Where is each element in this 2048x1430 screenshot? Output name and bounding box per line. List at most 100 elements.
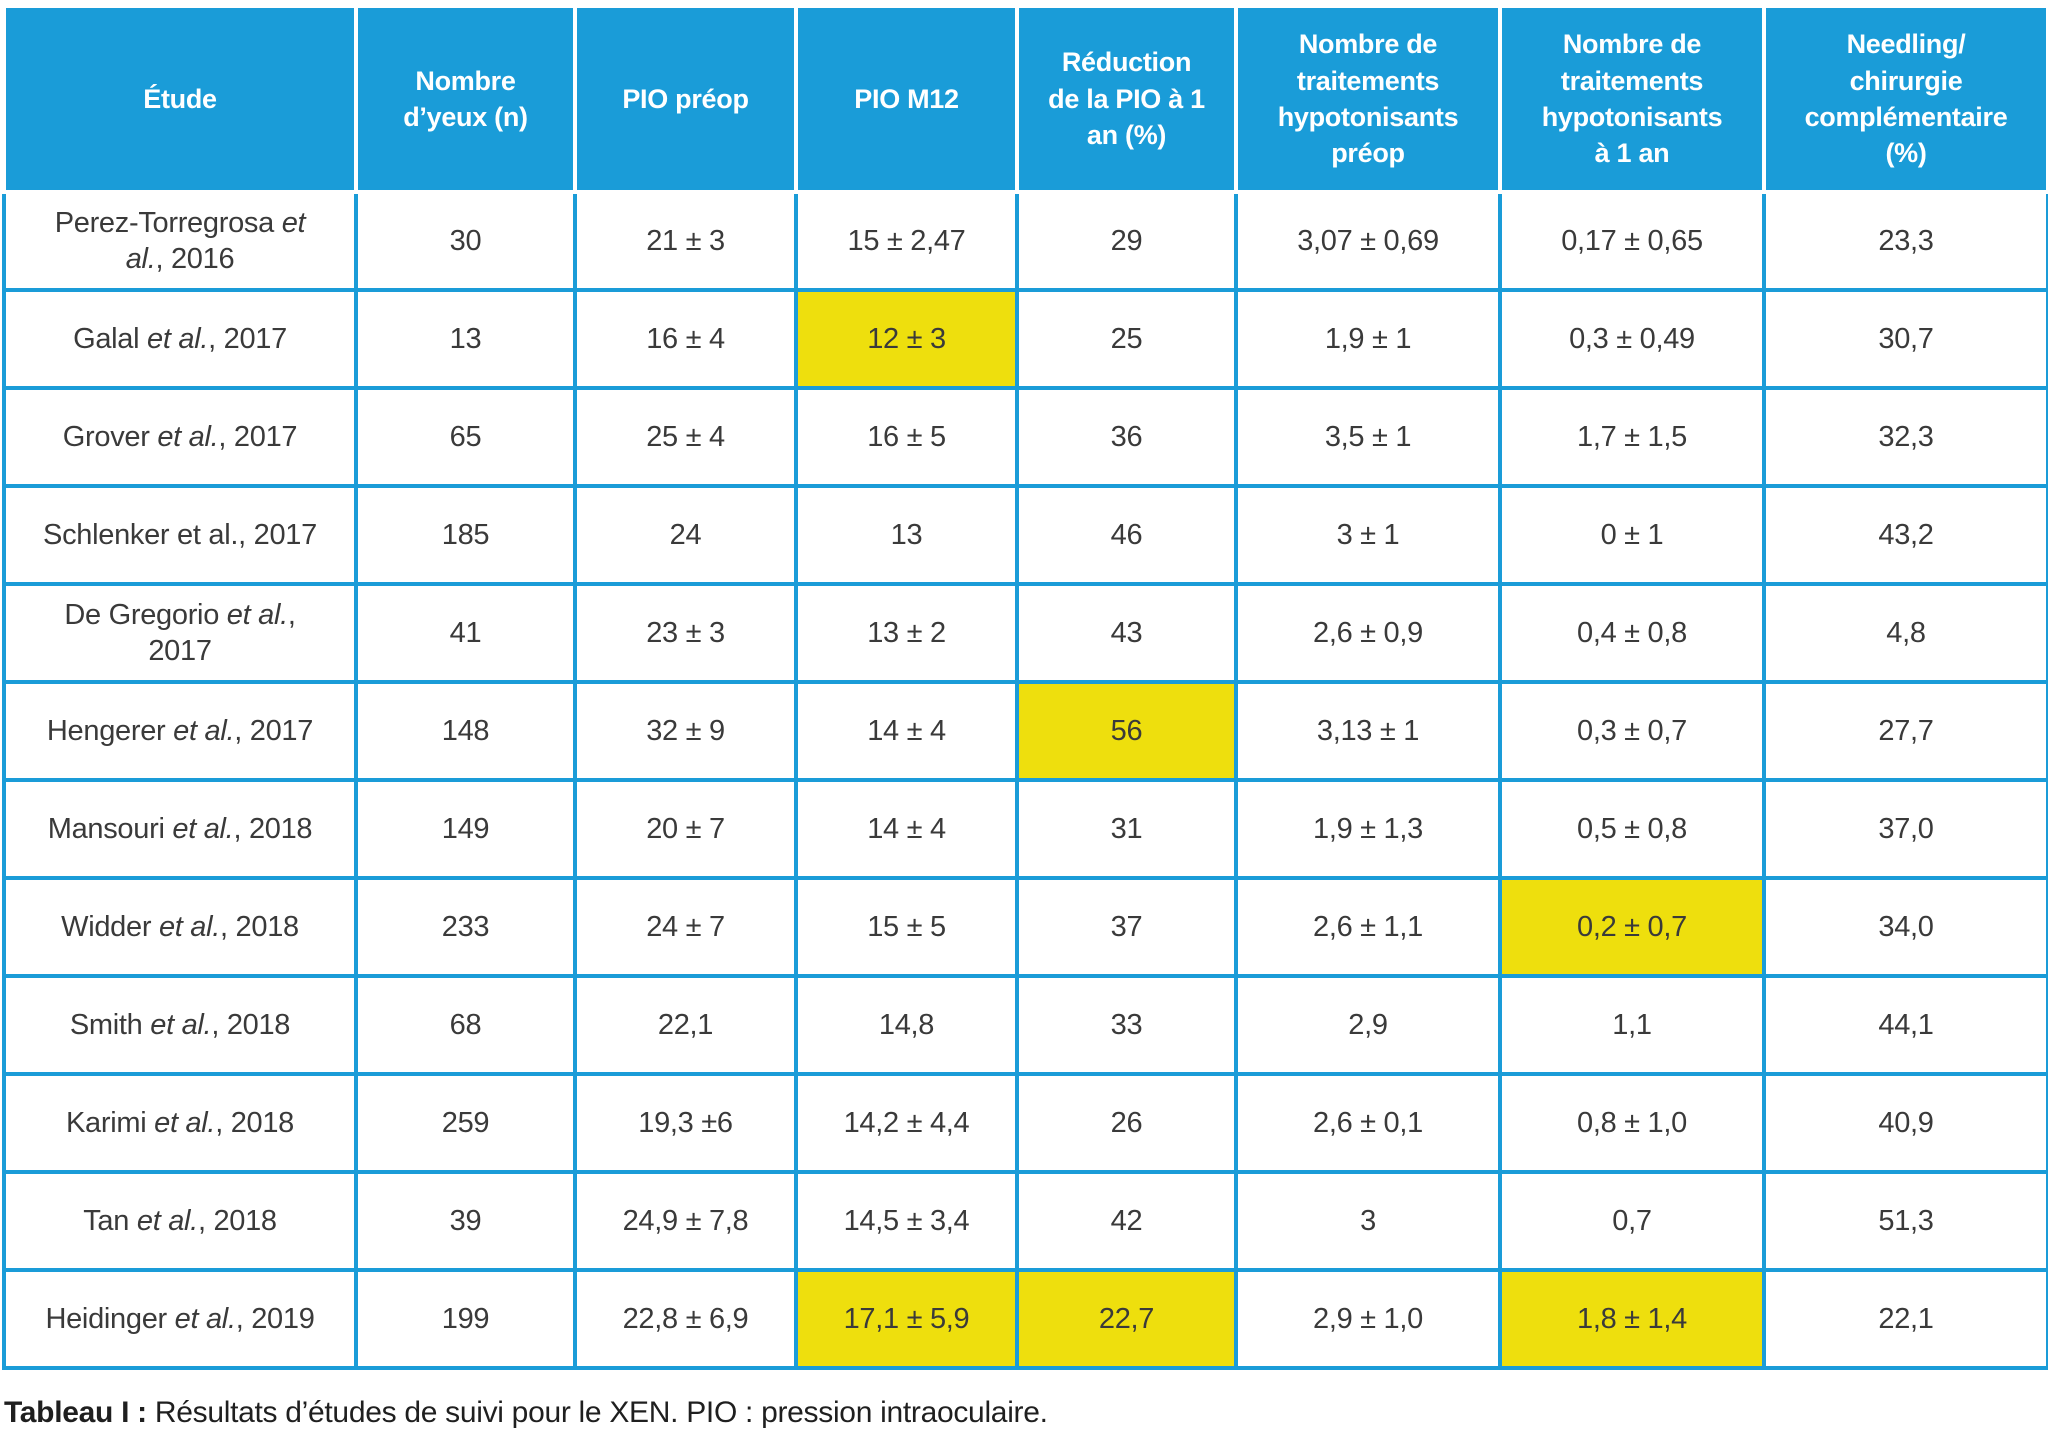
data-cell: 12 ± 3 [794, 288, 1019, 390]
data-cell: 68 [354, 974, 577, 1076]
data-cell: 43,2 [1762, 484, 2048, 586]
data-cell: 25 [1015, 288, 1238, 390]
data-cell: 46 [1015, 484, 1238, 586]
data-cell: 41 [354, 582, 577, 684]
data-cell: 51,3 [1762, 1170, 2048, 1272]
data-cell: 33 [1015, 974, 1238, 1076]
table-header: Étude Nombre d’yeux (n) PIO préop PIO M1… [2, 4, 2048, 194]
data-cell: 27,7 [1762, 680, 2048, 782]
data-cell: 23,3 [1762, 190, 2048, 292]
data-cell: 13 [794, 484, 1019, 586]
data-cell: 3,07 ± 0,69 [1234, 190, 1502, 292]
header-row: Étude Nombre d’yeux (n) PIO préop PIO M1… [2, 4, 2048, 194]
data-cell: 44,1 [1762, 974, 2048, 1076]
data-cell: 30,7 [1762, 288, 2048, 390]
data-cell: 24 ± 7 [573, 876, 798, 978]
data-cell: 25 ± 4 [573, 386, 798, 488]
table-row: Mansouri et al., 2018 149 20 ± 7 14 ± 4 31 1,… [2, 778, 2048, 880]
data-cell: 65 [354, 386, 577, 488]
data-cell: 0,2 ± 0,7 [1498, 876, 1766, 978]
data-cell: 43 [1015, 582, 1238, 684]
caption-text: Résultats d’études de suivi pour le XEN.… [146, 1396, 1048, 1429]
data-cell: 24 [573, 484, 798, 586]
study-cell: De Gregorio et al., 2017 [2, 582, 358, 684]
data-cell: 23 ± 3 [573, 582, 798, 684]
study-cell: Heidinger et al., 2019 [2, 1268, 358, 1370]
data-cell: 0,3 ± 0,49 [1498, 288, 1766, 390]
data-cell: 15 ± 2,47 [794, 190, 1019, 292]
data-cell: 34,0 [1762, 876, 2048, 978]
study-cell: Widder et al., 2018 [2, 876, 358, 978]
data-cell: 3,13 ± 1 [1234, 680, 1502, 782]
data-cell: 1,1 [1498, 974, 1766, 1076]
data-cell: 56 [1015, 680, 1238, 782]
data-cell: 14,2 ± 4,4 [794, 1072, 1019, 1174]
column-header-pio-preop: PIO préop [573, 4, 798, 194]
table-row: Hengerer et al., 2017 148 32 ± 9 14 ± 4 56 3,… [2, 680, 2048, 782]
data-cell: 36 [1015, 386, 1238, 488]
data-cell: 26 [1015, 1072, 1238, 1174]
data-cell: 32 ± 9 [573, 680, 798, 782]
column-header-reduction-pio: Réduction de la PIO à 1 an (%) [1015, 4, 1238, 194]
study-cell: Perez-Torregrosa et al., 2016 [2, 190, 358, 292]
data-cell: 2,6 ± 0,9 [1234, 582, 1502, 684]
data-cell: 30 [354, 190, 577, 292]
data-cell: 14 ± 4 [794, 778, 1019, 880]
column-header-traitements-preop: Nombre de traitements hypotonisants préo… [1234, 4, 1502, 194]
data-cell: 2,9 ± 1,0 [1234, 1268, 1502, 1370]
data-cell: 40,9 [1762, 1072, 2048, 1174]
data-cell: 14,5 ± 3,4 [794, 1170, 1019, 1272]
data-cell: 1,9 ± 1,3 [1234, 778, 1502, 880]
data-cell: 0 ± 1 [1498, 484, 1766, 586]
data-cell: 149 [354, 778, 577, 880]
table-row: Smith et al., 2018 68 22,1 14,8 33 2,9 1,1 44,1 [2, 974, 2048, 1076]
data-cell: 0,17 ± 0,65 [1498, 190, 1766, 292]
data-cell: 3 ± 1 [1234, 484, 1502, 586]
study-cell: Hengerer et al., 2017 [2, 680, 358, 782]
column-header-pio-m12: PIO M12 [794, 4, 1019, 194]
table-row: Grover et al., 2017 65 25 ± 4 16 ± 5 36 3,5 ±… [2, 386, 2048, 488]
data-cell: 148 [354, 680, 577, 782]
data-cell: 22,1 [573, 974, 798, 1076]
data-cell: 4,8 [1762, 582, 2048, 684]
data-cell: 31 [1015, 778, 1238, 880]
table-row: Karimi et al., 2018 259 19,3 ±6 14,2 ± 4,4 2… [2, 1072, 2048, 1174]
caption-label: Tableau I : [4, 1396, 147, 1429]
data-cell: 233 [354, 876, 577, 978]
data-cell: 24,9 ± 7,8 [573, 1170, 798, 1272]
data-cell: 29 [1015, 190, 1238, 292]
data-cell: 259 [354, 1072, 577, 1174]
column-header-etude: Étude [2, 4, 358, 194]
results-table: Étude Nombre d’yeux (n) PIO préop PIO M1… [2, 4, 2048, 1370]
table-row: Tan et al., 2018 39 24,9 ± 7,8 14,5 ± 3,4 42… [2, 1170, 2048, 1272]
data-cell: 2,6 ± 0,1 [1234, 1072, 1502, 1174]
data-cell: 1,9 ± 1 [1234, 288, 1502, 390]
study-cell: Galal et al., 2017 [2, 288, 358, 390]
data-cell: 199 [354, 1268, 577, 1370]
document-page: Étude Nombre d’yeux (n) PIO préop PIO M1… [0, 4, 2048, 1429]
data-cell: 13 [354, 288, 577, 390]
data-cell: 0,3 ± 0,7 [1498, 680, 1766, 782]
study-cell: Smith et al., 2018 [2, 974, 358, 1076]
column-header-traitements-1an: Nombre de traitements hypotonisants à 1 … [1498, 4, 1766, 194]
data-cell: 39 [354, 1170, 577, 1272]
table-row: De Gregorio et al., 2017 41 23 ± 3 13 ± 2 43… [2, 582, 2048, 684]
data-cell: 185 [354, 484, 577, 586]
data-cell: 19,3 ±6 [573, 1072, 798, 1174]
data-cell: 0,4 ± 0,8 [1498, 582, 1766, 684]
data-cell: 1,8 ± 1,4 [1498, 1268, 1766, 1370]
data-cell: 21 ± 3 [573, 190, 798, 292]
data-cell: 0,8 ± 1,0 [1498, 1072, 1766, 1174]
data-cell: 3 [1234, 1170, 1502, 1272]
data-cell: 22,8 ± 6,9 [573, 1268, 798, 1370]
study-cell: Grover et al., 2017 [2, 386, 358, 488]
study-cell: Schlenker et al., 2017 [2, 484, 358, 586]
table-row: Heidinger et al., 2019 199 22,8 ± 6,9 17,1 … [2, 1268, 2048, 1370]
data-cell: 20 ± 7 [573, 778, 798, 880]
study-cell: Karimi et al., 2018 [2, 1072, 358, 1174]
table-row: Widder et al., 2018 233 24 ± 7 15 ± 5 37 2,6 … [2, 876, 2048, 978]
table-row: Perez-Torregrosa et al., 2016 30 21 ± 3 15 … [2, 190, 2048, 292]
table-row: Galal et al., 2017 13 16 ± 4 12 ± 3 25 1,9 ± … [2, 288, 2048, 390]
data-cell: 37,0 [1762, 778, 2048, 880]
